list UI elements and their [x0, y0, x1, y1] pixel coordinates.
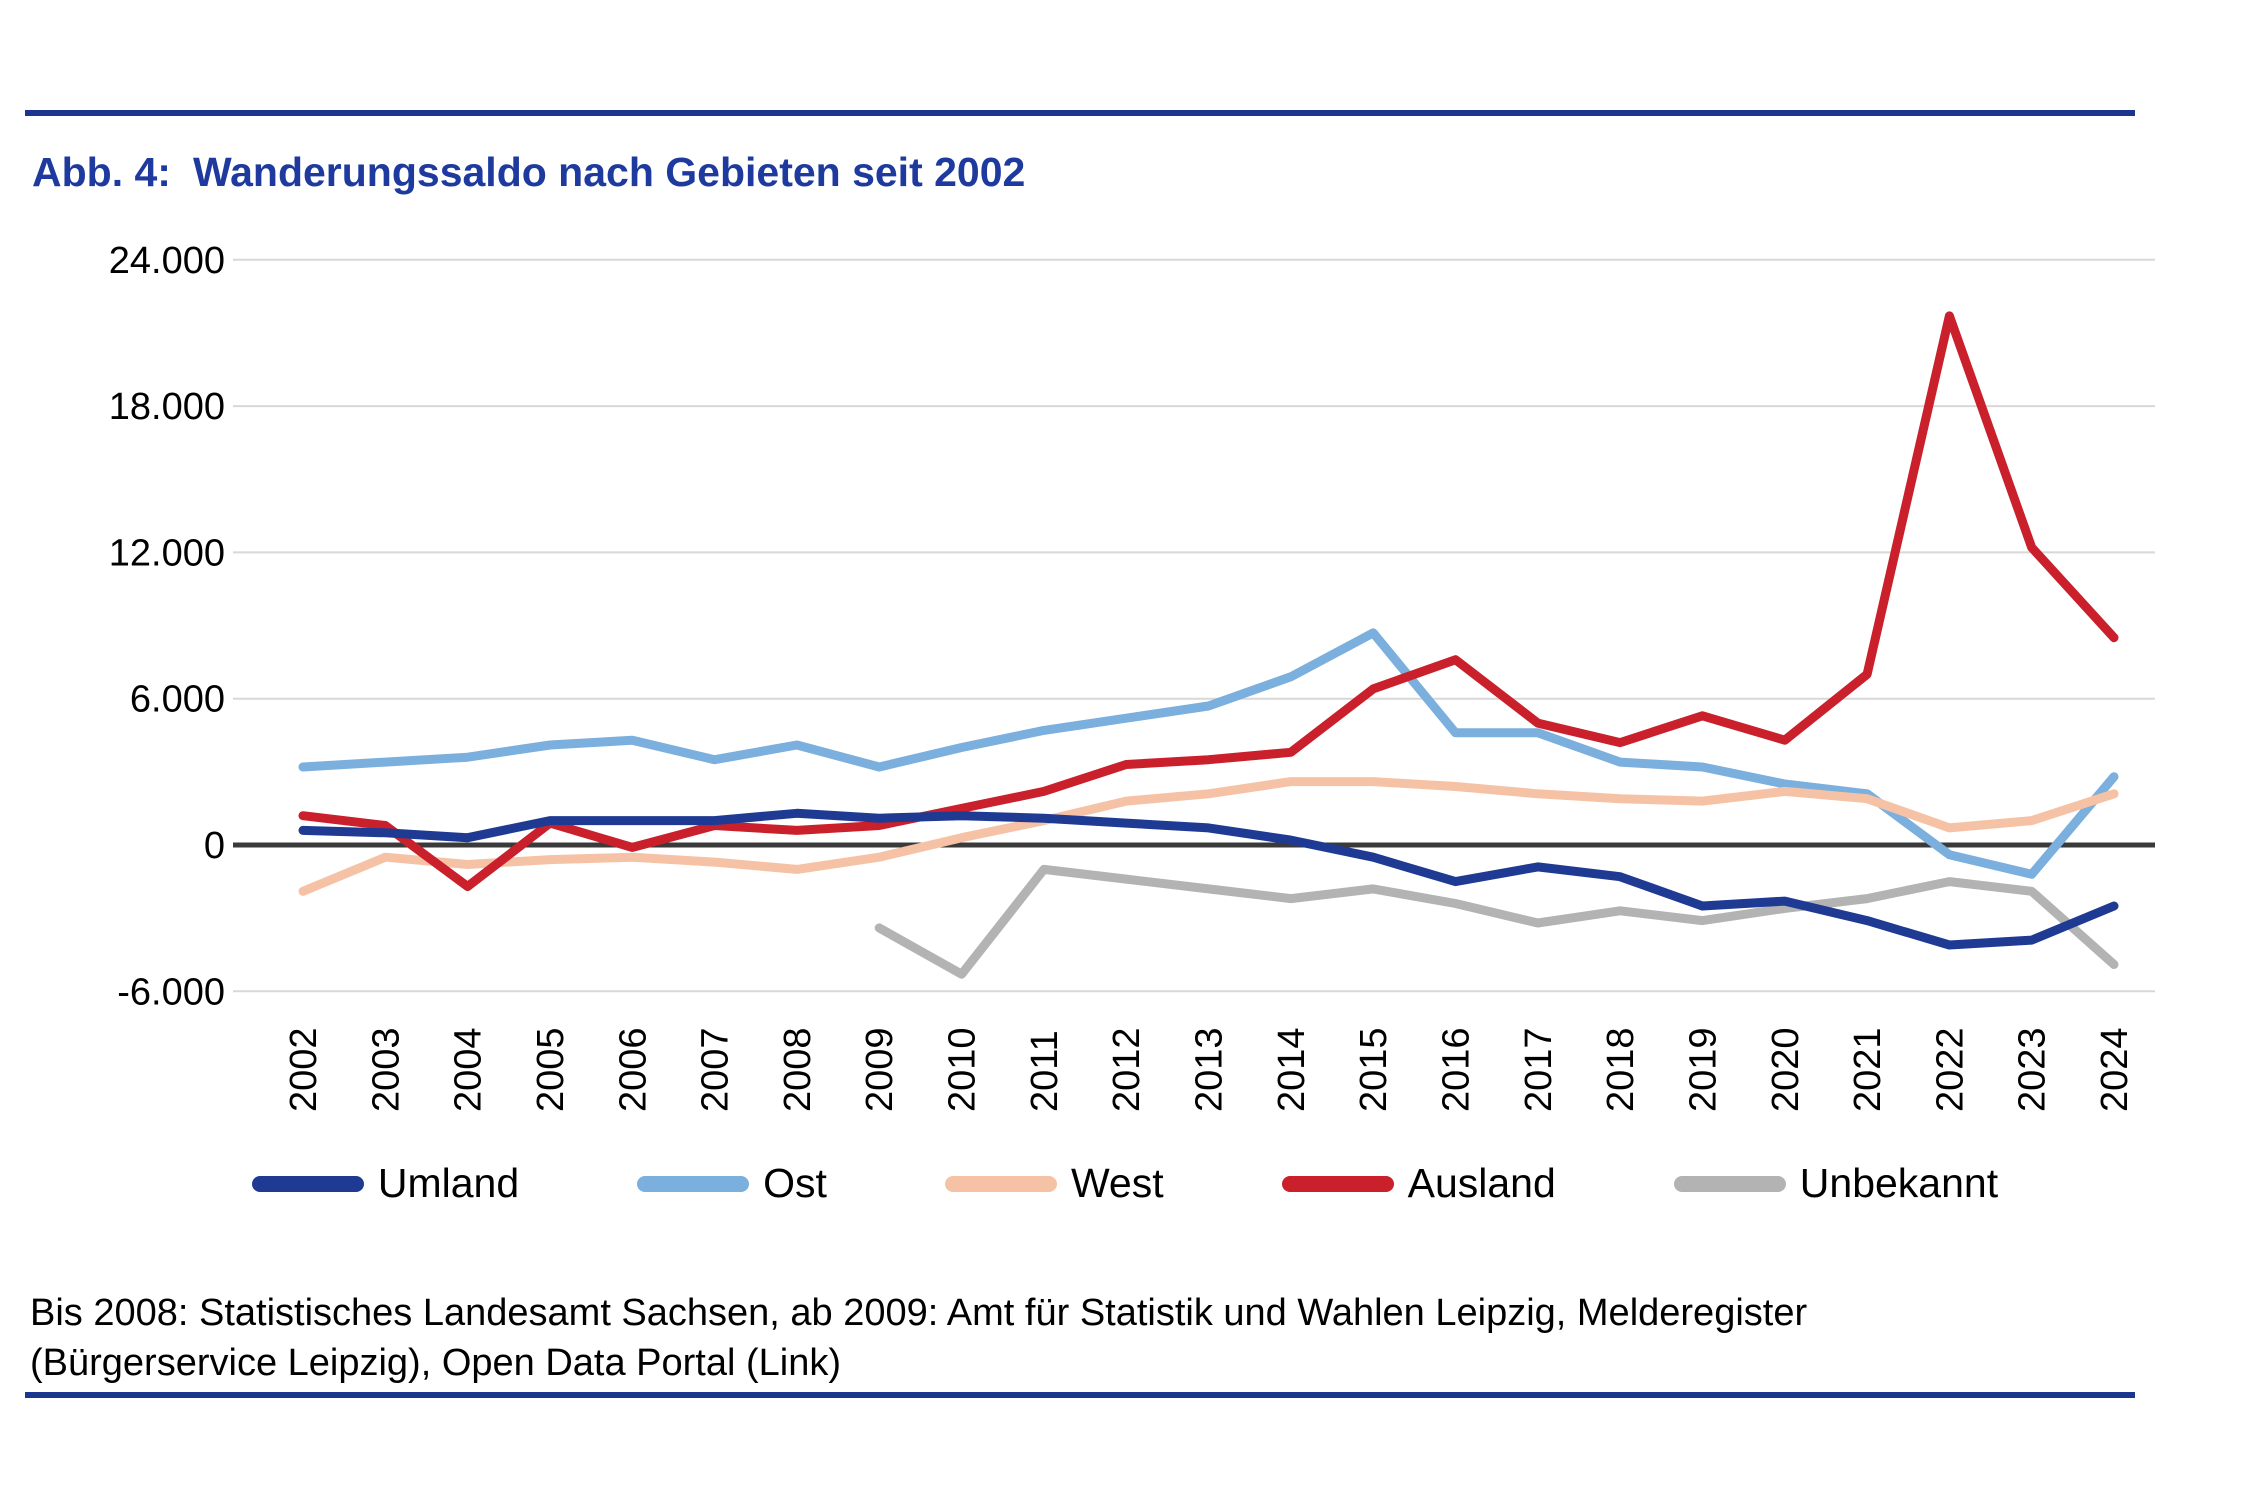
y-tick-label-12000: 12.000 [109, 532, 225, 574]
x-tick-label-2006: 2006 [612, 1027, 654, 1112]
x-tick-label-2024: 2024 [2094, 1027, 2136, 1112]
x-tick-label-2002: 2002 [283, 1027, 325, 1112]
chart-legend: Umland Ost West Ausland Unbekannt [0, 1160, 2250, 1207]
series-line-west [298, 777, 2119, 896]
source-note-line1: Bis 2008: Statistisches Landesamt Sachse… [30, 1292, 1808, 1334]
y-tick-label-6000: 6.000 [130, 679, 225, 721]
legend-label-west: West [1070, 1160, 1164, 1206]
x-tick-label-2020: 2020 [1765, 1027, 1807, 1112]
legend-swatch-ausland [1281, 1175, 1394, 1192]
legend-label-ost: Ost [763, 1160, 827, 1206]
legend-swatch-ost [637, 1175, 750, 1192]
y-tick-label-18000: 18.000 [109, 386, 225, 428]
x-tick-label-2015: 2015 [1353, 1027, 1395, 1112]
series-line-ost [298, 628, 2119, 879]
x-tick-label-2004: 2004 [448, 1027, 490, 1112]
legend-item-umland: Umland [251, 1160, 520, 1207]
legend-item-ausland: Ausland [1281, 1160, 1556, 1207]
legend-item-unbekannt: Unbekannt [1673, 1160, 1999, 1207]
legend-item-west: West [944, 1160, 1164, 1207]
x-tick-label-2019: 2019 [1682, 1027, 1724, 1112]
x-tick-label-2005: 2005 [530, 1027, 572, 1112]
x-tick-label-2022: 2022 [1929, 1027, 1971, 1112]
y-tick-label-24000: 24.000 [109, 240, 225, 282]
x-tick-label-2021: 2021 [1847, 1027, 1889, 1112]
x-tick-label-2012: 2012 [1106, 1027, 1148, 1112]
legend-swatch-unbekannt [1673, 1175, 1786, 1192]
x-tick-label-2016: 2016 [1436, 1027, 1478, 1112]
x-tick-label-2010: 2010 [942, 1027, 984, 1112]
x-tick-label-2007: 2007 [695, 1027, 737, 1112]
figure-title-text: Wanderungssaldo nach Gebieten seit 2002 [192, 149, 1026, 196]
series-line-umland [298, 808, 2119, 950]
series-line-ausland [298, 311, 2119, 891]
x-tick-label-2008: 2008 [777, 1027, 819, 1112]
top-rule [25, 110, 2135, 116]
y-tick-label-0: 0 [204, 825, 225, 867]
legend-label-ausland: Ausland [1407, 1160, 1556, 1206]
series-line-unbekannt [874, 864, 2119, 979]
x-tick-label-2018: 2018 [1600, 1027, 1642, 1112]
legend-item-ost: Ost [637, 1160, 827, 1207]
x-tick-label-2014: 2014 [1271, 1027, 1313, 1112]
bottom-rule [25, 1392, 2135, 1398]
legend-label-umland: Umland [377, 1160, 520, 1206]
legend-swatch-west [944, 1175, 1057, 1192]
figure-number: Abb. 4: [32, 149, 171, 196]
x-tick-label-2011: 2011 [1024, 1030, 1066, 1112]
legend-swatch-umland [251, 1175, 364, 1192]
source-note: Bis 2008: Statistisches Landesamt Sachse… [30, 1288, 1807, 1388]
x-tick-label-2003: 2003 [365, 1027, 407, 1112]
x-tick-label-2023: 2023 [2012, 1027, 2054, 1112]
x-tick-label-2009: 2009 [859, 1027, 901, 1112]
source-note-line2: (Bürgerservice Leipzig), Open Data Porta… [30, 1342, 842, 1384]
legend-label-unbekannt: Unbekannt [1799, 1160, 1999, 1206]
x-tick-label-2013: 2013 [1189, 1027, 1231, 1112]
y-tick-label--6000: -6.000 [117, 971, 225, 1013]
x-tick-label-2017: 2017 [1518, 1027, 1560, 1112]
figure-title: Abb. 4: Wanderungssaldo nach Gebieten sei… [32, 149, 1025, 196]
